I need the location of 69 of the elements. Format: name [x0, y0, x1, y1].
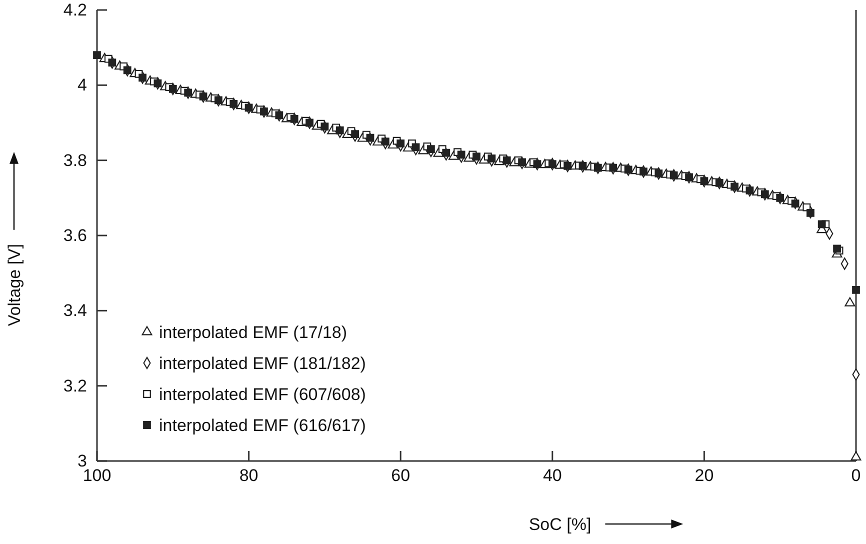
point — [760, 190, 769, 198]
point — [833, 244, 841, 253]
point — [351, 130, 359, 138]
point — [457, 150, 466, 159]
x-tick-label: 40 — [542, 466, 562, 486]
x-tick-label: 60 — [391, 466, 410, 486]
point — [154, 79, 162, 88]
point — [594, 164, 602, 172]
y-tick-label: 3.8 — [63, 150, 87, 170]
point — [184, 88, 192, 97]
point — [93, 51, 101, 60]
point — [806, 209, 814, 217]
legend-label: interpolated EMF (181/182) — [159, 354, 366, 373]
point — [336, 126, 344, 134]
point — [412, 143, 420, 152]
legend-label: interpolated EMF (17/18) — [159, 323, 348, 342]
point — [852, 286, 860, 294]
point — [472, 152, 480, 161]
y-tick-label: 4.2 — [63, 0, 87, 20]
point — [715, 178, 724, 187]
y-tick-label: 3.2 — [63, 376, 87, 396]
y-tick-label: 3.4 — [63, 301, 87, 320]
point — [624, 166, 632, 174]
point — [640, 168, 648, 176]
x-tick-label: 20 — [694, 466, 714, 486]
point — [670, 171, 678, 180]
point — [396, 139, 405, 148]
point — [578, 162, 587, 170]
point — [533, 160, 542, 168]
point — [818, 220, 826, 228]
point — [776, 194, 784, 202]
point — [427, 145, 435, 153]
point — [654, 170, 663, 178]
point — [381, 138, 390, 146]
point — [199, 92, 208, 100]
point — [123, 66, 132, 74]
point — [746, 186, 754, 194]
y-axis-title: Voltage [V] — [5, 244, 24, 326]
point — [290, 115, 298, 123]
point — [700, 177, 708, 185]
legend-label: interpolated EMF (616/617) — [159, 416, 366, 435]
point — [214, 96, 222, 104]
point — [442, 148, 450, 157]
point — [168, 84, 177, 93]
point — [138, 74, 146, 82]
point — [366, 134, 374, 142]
legend-label: interpolated EMF (607/608) — [159, 385, 366, 404]
point — [502, 156, 511, 164]
point — [844, 297, 856, 306]
point — [275, 111, 284, 120]
point — [791, 200, 800, 208]
x-axis-title: SoC [%] — [528, 515, 592, 534]
point — [685, 173, 693, 182]
point — [488, 154, 496, 162]
point — [518, 158, 526, 166]
x-tick-label: 80 — [239, 466, 258, 486]
point — [108, 58, 116, 67]
point — [244, 104, 253, 112]
point — [730, 182, 738, 191]
point — [230, 100, 238, 108]
x-tick-label: 0 — [851, 466, 861, 486]
point — [260, 108, 268, 116]
point — [306, 118, 314, 127]
y-tick-label: 4 — [78, 76, 87, 95]
point — [320, 122, 329, 130]
point — [564, 162, 572, 170]
y-tick-label: 3.6 — [63, 226, 87, 245]
point — [609, 164, 618, 172]
point — [548, 160, 556, 168]
